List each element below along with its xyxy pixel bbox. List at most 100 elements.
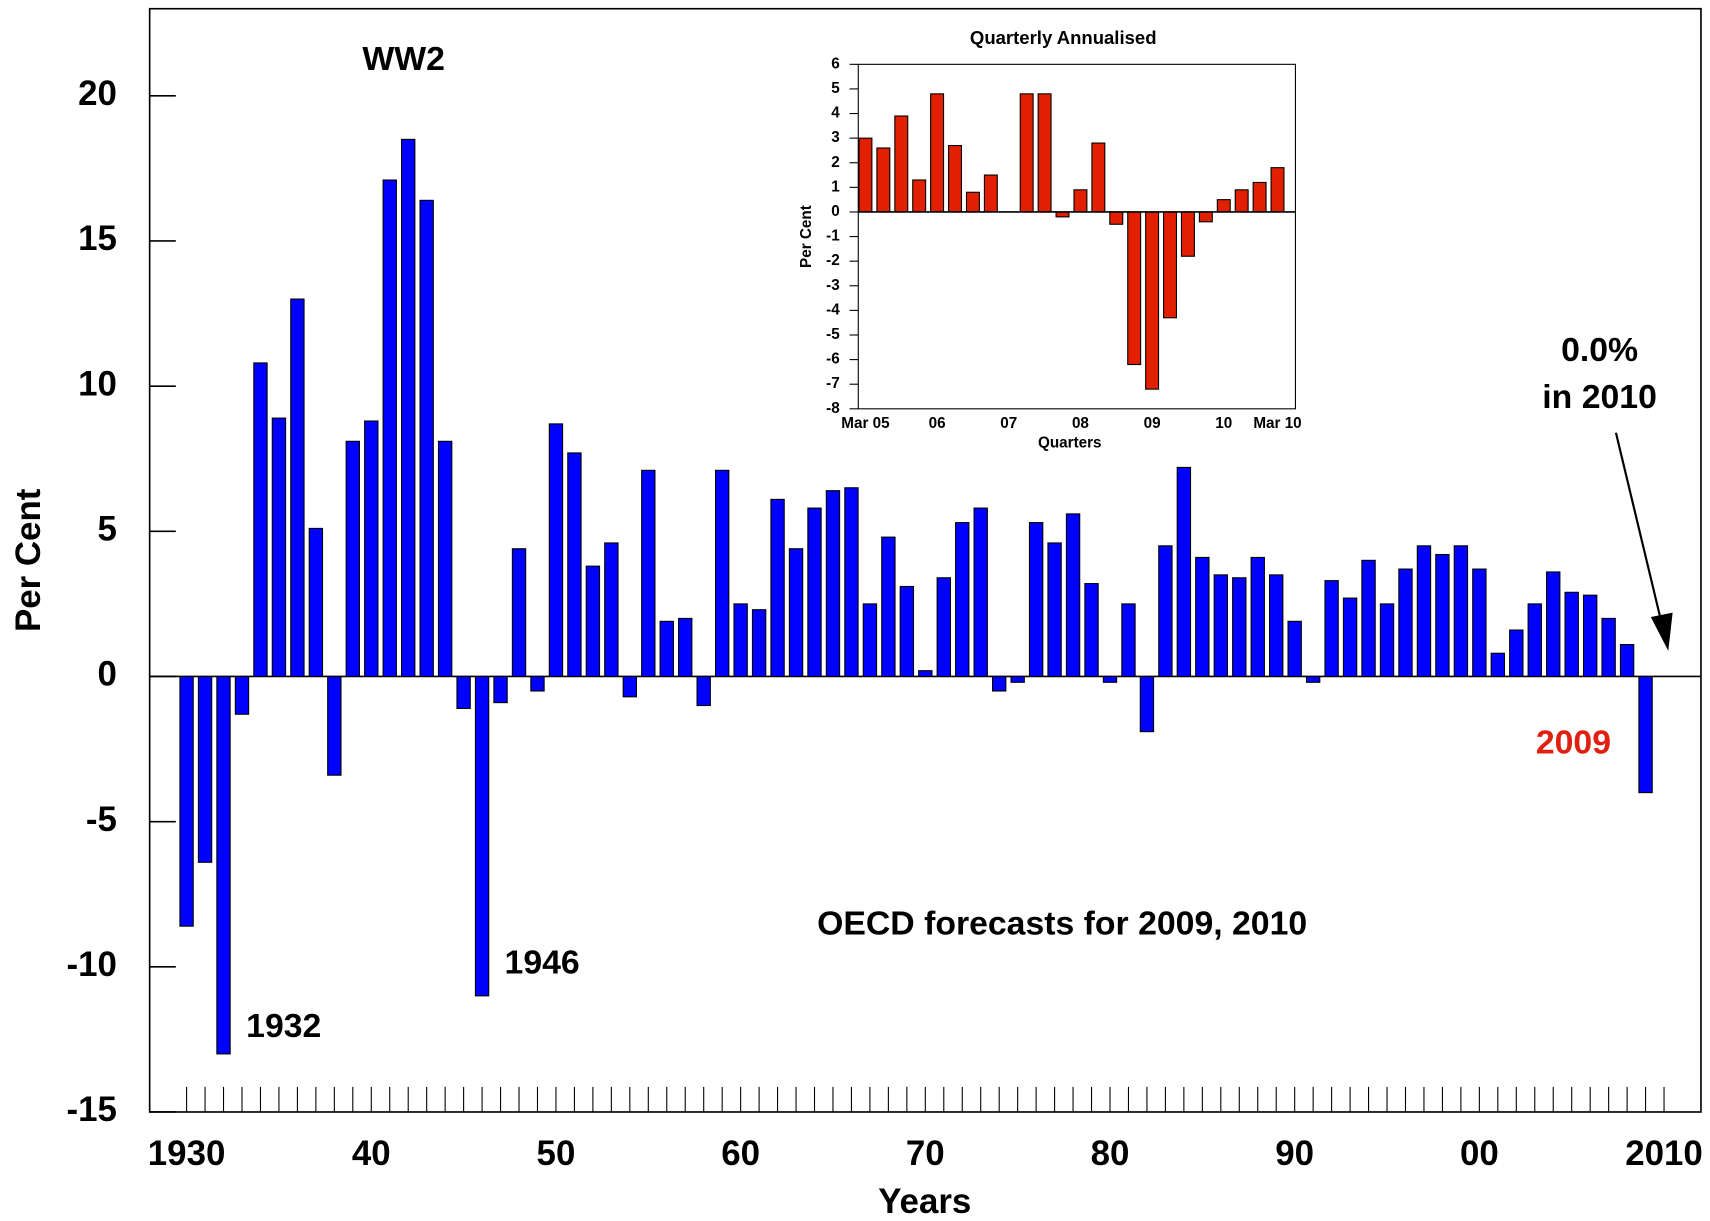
bar [1198,211,1213,223]
bar [918,670,933,678]
bar [955,522,970,678]
x-tick-label: 2010 [1625,1134,1703,1173]
bar [1109,211,1124,225]
bar [1490,652,1506,678]
bar [474,675,490,997]
bar [1010,675,1025,683]
x-tick-label: 40 [352,1134,391,1173]
bar [437,440,453,678]
bar [419,199,434,678]
bar [327,675,342,776]
bar [696,675,711,707]
inset-y-tick-label: -8 [826,400,840,417]
bar [1084,583,1099,678]
bar [894,115,909,213]
bar [1619,644,1635,678]
bar [1601,617,1616,678]
bar [1145,211,1160,390]
inset-y-tick-label: -2 [826,252,840,269]
annotation: 1932 [246,1007,321,1045]
inset-y-tick-label: -1 [826,228,840,245]
bar [401,138,416,678]
annotation: in 2010 [1542,378,1657,416]
bar [1305,675,1321,683]
bar [1176,466,1192,678]
bar [1509,629,1524,678]
bar [511,548,527,678]
x-tick-label: 90 [1275,1134,1314,1173]
inset-x-tick-label: 06 [929,415,946,432]
bar [862,603,878,678]
bar [1564,591,1579,678]
bar [290,298,305,678]
bar [714,469,730,678]
inset-y-tick-label: -7 [826,375,840,392]
inset-y-label: Per Cent [798,205,815,268]
x-tick-label: 80 [1091,1134,1130,1173]
bar [493,675,508,704]
bar [1324,580,1339,678]
inset-y-tick-label: 6 [831,55,839,72]
y-tick-label: -5 [86,800,117,839]
bar [965,191,980,213]
y-tick-label: 20 [78,74,117,113]
bar [364,420,379,678]
bar [1435,554,1450,678]
bar [936,577,951,678]
inset-x-tick-label: 08 [1072,415,1089,432]
bar [659,620,674,678]
y-tick-label: 0 [98,655,117,694]
bar [1180,211,1195,257]
bar [678,617,693,678]
y-tick-label: -10 [67,945,117,984]
inset-x-tick-label: 10 [1215,415,1232,432]
bar [234,675,250,715]
bar [1582,594,1598,678]
bar [1139,675,1155,733]
bar [751,609,767,678]
bar [1158,545,1173,678]
bar [382,179,397,678]
bar [770,498,785,678]
bar [1270,167,1285,213]
bar [1638,675,1653,794]
x-tick-label: 60 [721,1134,760,1173]
y-tick-label: -15 [67,1090,117,1129]
bar [844,487,859,678]
y-axis-label: Per Cent [9,488,48,632]
inset-y-tick-label: 3 [831,129,839,146]
bar [641,469,656,678]
bar [197,675,213,863]
bar [179,675,194,927]
bar [253,362,268,678]
x-tick-label: 70 [906,1134,945,1173]
bar [1213,574,1229,678]
bar [788,548,804,678]
bar [1065,513,1081,678]
y-tick-label: 5 [98,510,117,549]
bar [983,174,998,213]
bar [930,93,945,213]
inset-x-label: Quarters [1038,435,1102,452]
bar [1163,211,1178,319]
bar [1234,189,1249,213]
bar [876,147,891,213]
plot-frame [148,7,1702,1113]
bar [1047,542,1062,678]
bar [1472,568,1487,678]
bar [1028,522,1044,678]
annotation: OECD forecasts for 2009, 2010 [817,904,1307,942]
bar [1252,181,1267,213]
x-tick-label: 00 [1460,1134,1499,1173]
bar [1453,545,1469,678]
bar [1546,571,1561,678]
bar [345,440,360,678]
bar [912,179,927,213]
annotation: 2009 [1536,724,1611,762]
bar [1250,556,1265,678]
inset-x-tick-label: Mar 10 [1253,415,1301,432]
bar [1269,574,1284,678]
inset-frame [857,63,1296,410]
bar [1216,199,1231,213]
bar [948,144,963,213]
